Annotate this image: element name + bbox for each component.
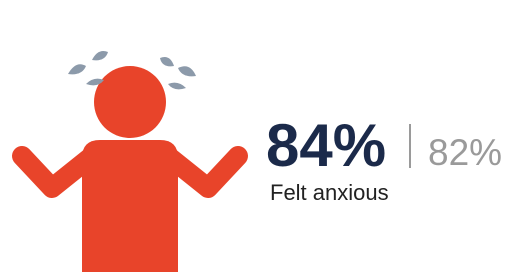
infographic: 84% 82% Felt anxious — [0, 0, 517, 272]
stat-label: Felt anxious — [270, 180, 389, 205]
secondary-stat: 82% — [428, 132, 502, 173]
page: 84% 82% Felt anxious (() => { const data… — [0, 0, 517, 272]
primary-stat: 84% — [266, 112, 386, 179]
right-arm — [168, 156, 238, 188]
left-arm — [22, 156, 92, 188]
drop — [92, 51, 108, 60]
drop — [178, 66, 196, 76]
head — [94, 66, 166, 138]
drop — [168, 83, 186, 90]
anxious-figure — [22, 66, 238, 272]
drop — [68, 64, 86, 74]
drop — [160, 57, 174, 66]
